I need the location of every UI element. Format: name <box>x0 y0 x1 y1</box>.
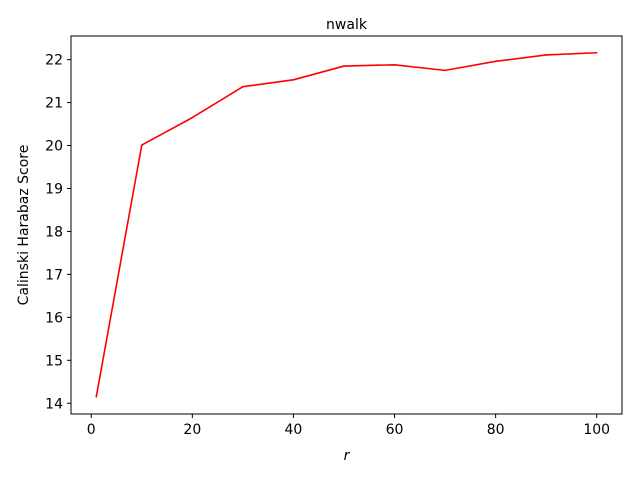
data-point <box>545 54 547 56</box>
x-axis-label: r <box>344 448 351 464</box>
data-point <box>242 85 244 88</box>
data-point <box>444 69 446 72</box>
data-point <box>292 79 295 81</box>
x-tick-label: 40 <box>285 422 303 438</box>
x-tick-label: 20 <box>183 422 201 438</box>
y-tick-label: 18 <box>45 224 63 240</box>
data-point <box>191 116 194 119</box>
series-line <box>95 51 597 397</box>
x-tick-label: 80 <box>487 422 505 438</box>
data-point <box>595 51 598 54</box>
y-axis-label: Calinski Harabaz Score <box>16 145 32 306</box>
data-point <box>343 65 345 67</box>
y-axis: 14 15 16 17 18 19 20 21 22 <box>45 53 71 412</box>
plot-frame <box>70 35 623 415</box>
y-tick-label: 16 <box>45 310 63 326</box>
x-tick-label: 60 <box>386 422 404 438</box>
data-point <box>494 60 497 63</box>
y-tick-label: 20 <box>45 139 63 155</box>
y-tick-label: 15 <box>45 353 63 369</box>
y-tick-label: 19 <box>45 181 63 197</box>
y-tick-label: 17 <box>45 267 63 283</box>
x-tick-label: 0 <box>87 422 96 438</box>
y-tick-label: 22 <box>45 53 63 69</box>
x-axis: 0 20 40 60 80 100 <box>87 414 610 438</box>
data-point <box>140 144 143 146</box>
plot-area <box>95 51 598 398</box>
chart-title: nwalk <box>326 17 368 33</box>
data-point <box>95 396 98 398</box>
x-tick-label: 100 <box>583 422 610 438</box>
y-tick-label: 14 <box>45 396 63 412</box>
y-tick-label: 21 <box>45 96 63 112</box>
data-point <box>393 63 396 66</box>
